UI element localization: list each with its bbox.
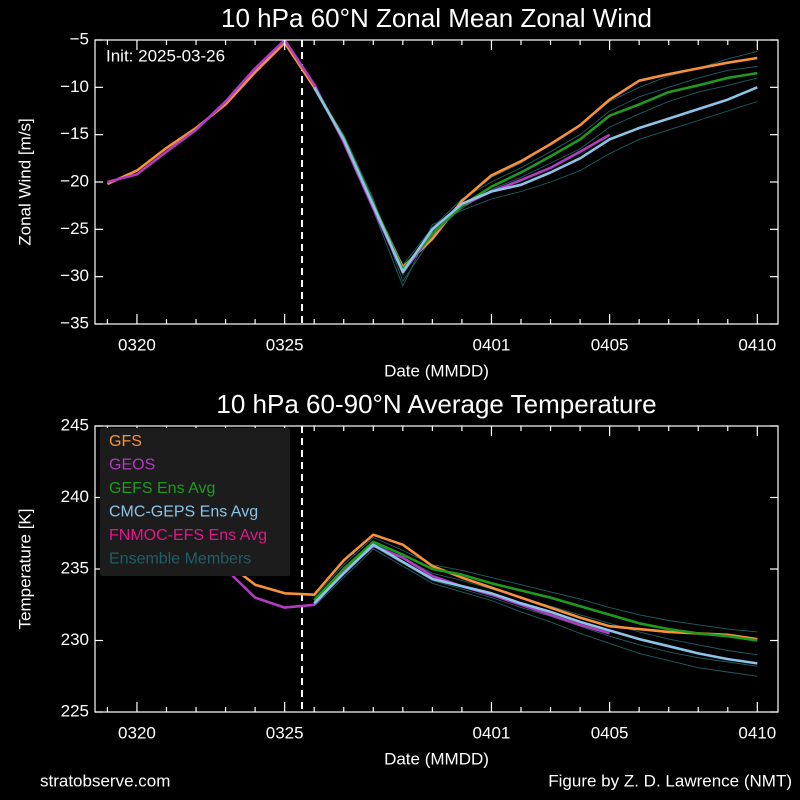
ensemble-member-line [313,77,758,276]
legend-entry: Ensemble Members [109,551,251,568]
y-tick-label: 230 [61,630,89,649]
y-tick-label: −15 [60,124,89,143]
footer-right: Figure by Z. D. Lawrence (NMT) [548,771,792,790]
footer-left: stratobserve.com [40,771,170,790]
x-tick-label: 0410 [738,723,776,742]
series-line [313,543,758,665]
ensemble-member-line [313,537,758,633]
x-tick-label: 0320 [118,723,156,742]
y-tick-label: −30 [60,266,89,285]
y-tick-label: 235 [61,558,89,577]
legend-entry: FNMOC-EFS Ens Avg [109,527,267,544]
y-tick-label: −35 [60,313,89,332]
y-tick-label: −25 [60,219,89,238]
x-tick-label: 0410 [738,335,776,354]
y-tick-label: 245 [61,415,89,434]
x-tick-label: 0401 [473,335,511,354]
x-tick-label: 0401 [473,723,511,742]
x-tick-label: 0325 [266,723,304,742]
y-tick-label: −10 [60,77,89,96]
legend-entry: GFS [109,433,142,450]
ensemble-member-line [313,545,758,667]
chart-title: 10 hPa 60°N Zonal Mean Zonal Wind [221,3,652,33]
axes-frame [94,39,779,325]
ensemble-member-line [313,85,758,287]
y-axis-label: Temperature [K] [15,509,34,630]
ensemble-member-line [313,542,758,656]
ensemble-member-line [313,548,758,677]
series-line [313,540,758,642]
plot-area [106,40,758,287]
y-tick-label: 240 [61,487,89,506]
annotation: Init: 2025-03-26 [106,46,225,65]
legend-entry: GEOS [109,457,155,474]
legend-box [100,428,290,576]
x-tick-label: 0325 [266,335,304,354]
y-axis-label: Zonal Wind [m/s] [15,118,34,246]
legend-entry: CMC-GEPS Ens Avg [109,504,258,521]
series-line [313,71,758,271]
y-tick-label: −20 [60,171,89,190]
x-axis-label: Date (MMDD) [384,361,489,380]
x-tick-label: 0405 [591,723,629,742]
y-tick-label: −5 [70,29,89,48]
y-tick-label: 225 [61,701,89,720]
legend-entry: GEFS Ens Avg [109,480,215,497]
series-line [313,86,758,274]
x-tick-label: 0320 [118,335,156,354]
series-line [107,40,611,274]
x-tick-label: 0405 [591,335,629,354]
x-axis-label: Date (MMDD) [384,749,489,768]
chart-title: 10 hPa 60-90°N Average Temperature [216,389,656,419]
